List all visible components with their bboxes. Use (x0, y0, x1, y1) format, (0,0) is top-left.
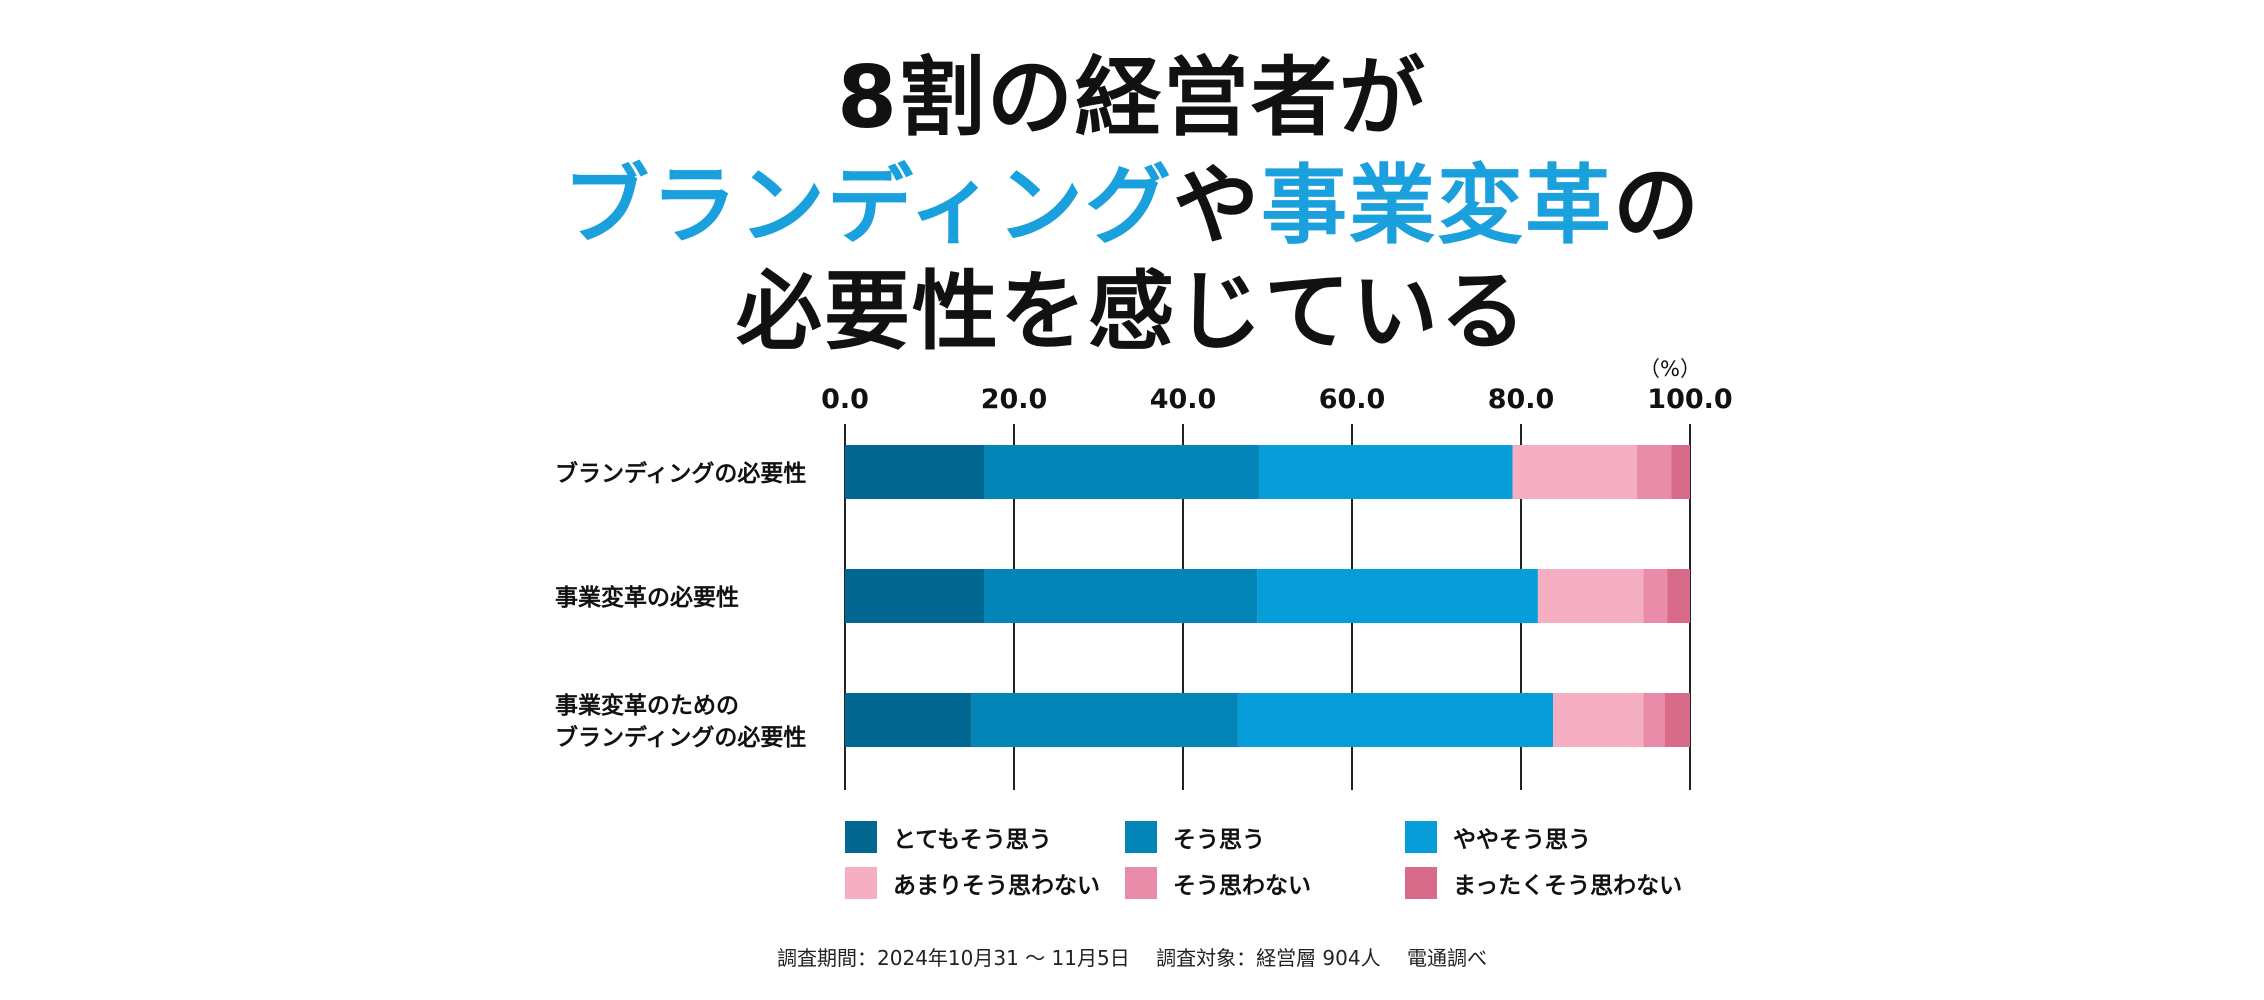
x-tick-label: 60.0 (1319, 384, 1386, 415)
legend-swatch (845, 867, 877, 899)
bar-segment (1671, 445, 1690, 499)
x-tick-label: 80.0 (1488, 384, 1555, 415)
category-label: ブランディングの必要性 (555, 724, 806, 751)
category-label: 事業変革のための (555, 692, 739, 719)
title-connector: や (1172, 156, 1261, 256)
legend-item: まったくそう思わない (1405, 866, 1682, 900)
legend-label: そう思う (1173, 827, 1265, 853)
bar-segment (1664, 693, 1690, 747)
title-line-1: 8割の経営者が (837, 48, 1427, 148)
legend-swatch (1405, 867, 1437, 899)
legend-item: ややそう思う (1405, 820, 1591, 854)
title-highlight-transformation: 事業変革 (1260, 156, 1613, 256)
bar-segment (971, 693, 1238, 747)
bar-segment (845, 693, 972, 747)
bar-segment (1237, 693, 1554, 747)
title-highlight-branding: ブランディング (563, 156, 1173, 256)
legend-swatch (1405, 821, 1437, 853)
x-tick-label: 40.0 (1150, 384, 1217, 415)
legend-label: まったくそう思わない (1453, 873, 1683, 899)
bar-segment (984, 445, 1260, 499)
legend-item: そう思わない (1125, 866, 1311, 900)
category-label: ブランディングの必要性 (555, 460, 806, 487)
x-tick-label: 100.0 (1647, 384, 1732, 415)
bar-segment (1512, 445, 1637, 499)
legend-item: そう思う (1125, 820, 1265, 854)
legend-label: あまりそう思わない (893, 873, 1100, 899)
title-line-3: 必要性を感じている (736, 262, 1528, 362)
bar-segment (984, 569, 1258, 623)
legend-label: そう思わない (1173, 873, 1311, 899)
bar-segment (1537, 569, 1644, 623)
survey-footnote: 調査期間：2024年10月31 〜 11月5日 調査対象：経営層 904人 電通… (777, 946, 1487, 970)
legend-item: あまりそう思わない (845, 866, 1100, 900)
x-tick-label: 0.0 (821, 384, 869, 415)
legend-item: とてもそう思う (845, 820, 1052, 854)
bar-segment (1643, 569, 1668, 623)
legend-label: とてもそう思う (893, 827, 1052, 853)
bar-segment (845, 445, 985, 499)
legend-swatch (845, 821, 877, 853)
bar-segment (845, 569, 985, 623)
bar-segment (1257, 569, 1538, 623)
x-tick-label: 20.0 (981, 384, 1048, 415)
title-line-2: ブランディングや事業変革の (0, 156, 2264, 256)
legend-swatch (1125, 821, 1157, 853)
bar-segment (1667, 569, 1690, 623)
unit-label: （%） (1639, 357, 1701, 381)
bar-segment (1636, 445, 1672, 499)
legend-label: ややそう思う (1453, 827, 1591, 853)
category-label: 事業変革の必要性 (555, 584, 739, 611)
title-particle: の (1612, 156, 1701, 256)
bar-segment (1259, 445, 1513, 499)
bar-segment (1553, 693, 1644, 747)
bar-segment (1643, 693, 1665, 747)
legend-swatch (1125, 867, 1157, 899)
